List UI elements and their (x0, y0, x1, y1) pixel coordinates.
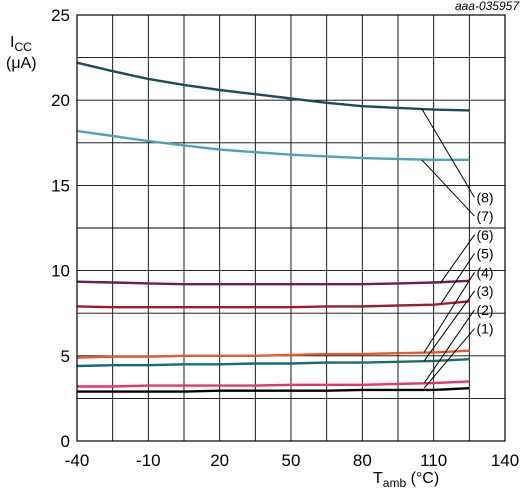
callout-leader (440, 253, 475, 305)
series-line-6 (76, 279, 470, 286)
callout-leader (421, 108, 475, 198)
x-tick-label: 80 (353, 451, 372, 470)
callout-label: (7) (476, 208, 493, 224)
callout-label: (5) (476, 246, 493, 262)
callout-leader (440, 234, 475, 283)
y-tick-label: 10 (51, 262, 70, 281)
callout-label: (2) (476, 302, 493, 318)
plot-frame (76, 14, 506, 442)
y-tick-label: 5 (61, 347, 70, 366)
callout-leader (423, 272, 475, 353)
grid (77, 15, 505, 441)
series-line-7 (76, 129, 470, 162)
callout-leader (421, 159, 475, 217)
callout-leader (423, 328, 475, 389)
x-tick-label: 50 (282, 451, 301, 470)
y-axis-label-main: I (10, 34, 14, 51)
y-axis-label-sub: CC (14, 40, 32, 54)
y-tick-label: 15 (51, 176, 70, 195)
x-tick-label: 140 (491, 451, 519, 470)
callout-label: (8) (476, 189, 493, 205)
y-axis-label: ICC (10, 34, 32, 54)
x-axis-label-sub: amb (383, 476, 407, 490)
callout-leader (423, 290, 475, 362)
series-lines (76, 61, 470, 393)
x-axis-label-main: T (373, 470, 383, 487)
y-tick-labels: 0 5 10 15 20 25 (51, 6, 70, 451)
x-tick-label: 20 (210, 451, 229, 470)
x-tick-label: -10 (136, 451, 161, 470)
x-tick-labels: -40 -10 20 50 80 110 140 (65, 451, 519, 470)
callout-label: (1) (476, 321, 493, 337)
series-line-2 (77, 380, 470, 388)
document-id: aaa-035957 (455, 0, 520, 13)
series-line-8 (76, 61, 470, 112)
y-tick-label: 0 (61, 432, 70, 451)
y-tick-label: 25 (51, 6, 70, 25)
series-line-4 (76, 349, 470, 359)
y-axis-unit: (μA) (6, 55, 37, 72)
series-line-1 (77, 387, 470, 393)
callouts: (8) (7) (6) (5) (4) (3) (2) (1) (421, 108, 494, 389)
x-axis-label-unit: (°C) (406, 470, 439, 487)
series-line-5 (76, 300, 470, 309)
callout-label: (4) (476, 264, 493, 280)
x-axis-label: Tamb (°C) (373, 470, 439, 490)
callout-leader (423, 309, 475, 384)
callout-label: (6) (476, 227, 493, 243)
y-tick-label: 20 (51, 91, 70, 110)
callout-label: (3) (476, 283, 493, 299)
x-tick-label: -40 (65, 451, 90, 470)
x-tick-label: 110 (420, 451, 447, 470)
series-line-3 (76, 358, 470, 368)
